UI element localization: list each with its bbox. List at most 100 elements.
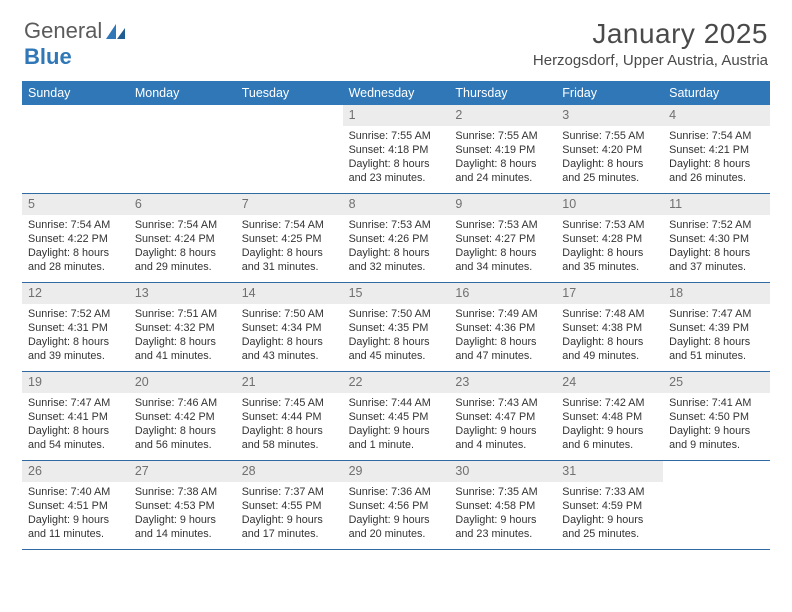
sunset-text: Sunset: 4:34 PM (242, 321, 337, 335)
day-number: 12 (22, 283, 129, 304)
dl1-text: Daylight: 8 hours (455, 246, 550, 260)
day-cell: 25Sunrise: 7:41 AMSunset: 4:50 PMDayligh… (663, 372, 770, 460)
day-header: Tuesday (236, 81, 343, 105)
week-row: 12Sunrise: 7:52 AMSunset: 4:31 PMDayligh… (22, 283, 770, 372)
sunset-text: Sunset: 4:22 PM (28, 232, 123, 246)
sunset-text: Sunset: 4:44 PM (242, 410, 337, 424)
dl2-text: and 11 minutes. (28, 527, 123, 541)
sunrise-text: Sunrise: 7:35 AM (455, 485, 550, 499)
day-cell: 20Sunrise: 7:46 AMSunset: 4:42 PMDayligh… (129, 372, 236, 460)
sunrise-text: Sunrise: 7:36 AM (349, 485, 444, 499)
dl1-text: Daylight: 9 hours (455, 513, 550, 527)
sunset-text: Sunset: 4:39 PM (669, 321, 764, 335)
dl1-text: Daylight: 8 hours (455, 335, 550, 349)
sunrise-text: Sunrise: 7:43 AM (455, 396, 550, 410)
day-cell: . (129, 105, 236, 193)
dl1-text: Daylight: 9 hours (669, 424, 764, 438)
day-cell: 16Sunrise: 7:49 AMSunset: 4:36 PMDayligh… (449, 283, 556, 371)
sunrise-text: Sunrise: 7:54 AM (242, 218, 337, 232)
sunrise-text: Sunrise: 7:54 AM (669, 129, 764, 143)
day-cell: 2Sunrise: 7:55 AMSunset: 4:19 PMDaylight… (449, 105, 556, 193)
dl1-text: Daylight: 8 hours (242, 246, 337, 260)
sunrise-text: Sunrise: 7:38 AM (135, 485, 230, 499)
dl1-text: Daylight: 9 hours (562, 513, 657, 527)
day-number: 28 (236, 461, 343, 482)
dl1-text: Daylight: 8 hours (669, 157, 764, 171)
dl1-text: Daylight: 8 hours (669, 335, 764, 349)
dl2-text: and 45 minutes. (349, 349, 444, 363)
dl1-text: Daylight: 8 hours (349, 157, 444, 171)
calendar: Sunday Monday Tuesday Wednesday Thursday… (22, 81, 770, 550)
day-cell: . (663, 461, 770, 549)
logo-text-2: Blue (24, 44, 72, 70)
day-cell: 15Sunrise: 7:50 AMSunset: 4:35 PMDayligh… (343, 283, 450, 371)
sunset-text: Sunset: 4:59 PM (562, 499, 657, 513)
weeks-container: ...1Sunrise: 7:55 AMSunset: 4:18 PMDayli… (22, 105, 770, 550)
day-header: Friday (556, 81, 663, 105)
sunset-text: Sunset: 4:25 PM (242, 232, 337, 246)
dl2-text: and 14 minutes. (135, 527, 230, 541)
day-number: 11 (663, 194, 770, 215)
day-cell: 1Sunrise: 7:55 AMSunset: 4:18 PMDaylight… (343, 105, 450, 193)
sunrise-text: Sunrise: 7:45 AM (242, 396, 337, 410)
day-number: 26 (22, 461, 129, 482)
sunrise-text: Sunrise: 7:55 AM (562, 129, 657, 143)
day-number: 23 (449, 372, 556, 393)
sunset-text: Sunset: 4:24 PM (135, 232, 230, 246)
sunset-text: Sunset: 4:45 PM (349, 410, 444, 424)
dl2-text: and 34 minutes. (455, 260, 550, 274)
sunrise-text: Sunrise: 7:50 AM (349, 307, 444, 321)
dl1-text: Daylight: 8 hours (349, 335, 444, 349)
dl1-text: Daylight: 8 hours (562, 335, 657, 349)
day-number: 18 (663, 283, 770, 304)
dl2-text: and 17 minutes. (242, 527, 337, 541)
day-cell: 5Sunrise: 7:54 AMSunset: 4:22 PMDaylight… (22, 194, 129, 282)
dl1-text: Daylight: 9 hours (562, 424, 657, 438)
dl2-text: and 1 minute. (349, 438, 444, 452)
dl1-text: Daylight: 9 hours (28, 513, 123, 527)
day-header: Saturday (663, 81, 770, 105)
day-number: 24 (556, 372, 663, 393)
dl2-text: and 56 minutes. (135, 438, 230, 452)
sunrise-text: Sunrise: 7:50 AM (242, 307, 337, 321)
day-number: 6 (129, 194, 236, 215)
day-cell: 8Sunrise: 7:53 AMSunset: 4:26 PMDaylight… (343, 194, 450, 282)
day-header: Monday (129, 81, 236, 105)
day-number: 5 (22, 194, 129, 215)
sunrise-text: Sunrise: 7:47 AM (669, 307, 764, 321)
dl1-text: Daylight: 9 hours (135, 513, 230, 527)
sunrise-text: Sunrise: 7:37 AM (242, 485, 337, 499)
dl1-text: Daylight: 8 hours (135, 335, 230, 349)
day-number: 10 (556, 194, 663, 215)
day-cell: 24Sunrise: 7:42 AMSunset: 4:48 PMDayligh… (556, 372, 663, 460)
sunrise-text: Sunrise: 7:47 AM (28, 396, 123, 410)
week-row: 19Sunrise: 7:47 AMSunset: 4:41 PMDayligh… (22, 372, 770, 461)
dl1-text: Daylight: 8 hours (562, 157, 657, 171)
day-cell: 31Sunrise: 7:33 AMSunset: 4:59 PMDayligh… (556, 461, 663, 549)
page-header: General January 2025 Herzogsdorf, Upper … (0, 0, 792, 75)
day-number: 20 (129, 372, 236, 393)
sunrise-text: Sunrise: 7:41 AM (669, 396, 764, 410)
dl1-text: Daylight: 8 hours (242, 335, 337, 349)
dl2-text: and 47 minutes. (455, 349, 550, 363)
sunrise-text: Sunrise: 7:33 AM (562, 485, 657, 499)
dl1-text: Daylight: 9 hours (455, 424, 550, 438)
dl2-text: and 4 minutes. (455, 438, 550, 452)
day-cell: 10Sunrise: 7:53 AMSunset: 4:28 PMDayligh… (556, 194, 663, 282)
week-row: 5 Sunrise: 7:54 AM Sunset: 4:22 PM Daylight… (22, 194, 770, 283)
dl1-text: Daylight: 9 hours (242, 513, 337, 527)
day-cell: 13Sunrise: 7:51 AMSunset: 4:32 PMDayligh… (129, 283, 236, 371)
sunrise-text: Sunrise: 7:53 AM (455, 218, 550, 232)
dl1-text: Daylight: 8 hours (562, 246, 657, 260)
dl1-text: Daylight: 8 hours (349, 246, 444, 260)
dl1-text: Daylight: 8 hours (135, 424, 230, 438)
sunset-text: Sunset: 4:26 PM (349, 232, 444, 246)
sunset-text: Sunset: 4:53 PM (135, 499, 230, 513)
day-cell: 19Sunrise: 7:47 AMSunset: 4:41 PMDayligh… (22, 372, 129, 460)
sunrise-text: Sunrise: 7:53 AM (562, 218, 657, 232)
dl2-text: and 25 minutes. (562, 171, 657, 185)
sunset-text: Sunset: 4:32 PM (135, 321, 230, 335)
sunrise-text: Sunrise: 7:52 AM (28, 307, 123, 321)
dl2-text: and 28 minutes. (28, 260, 123, 274)
dl1-text: Daylight: 8 hours (242, 424, 337, 438)
